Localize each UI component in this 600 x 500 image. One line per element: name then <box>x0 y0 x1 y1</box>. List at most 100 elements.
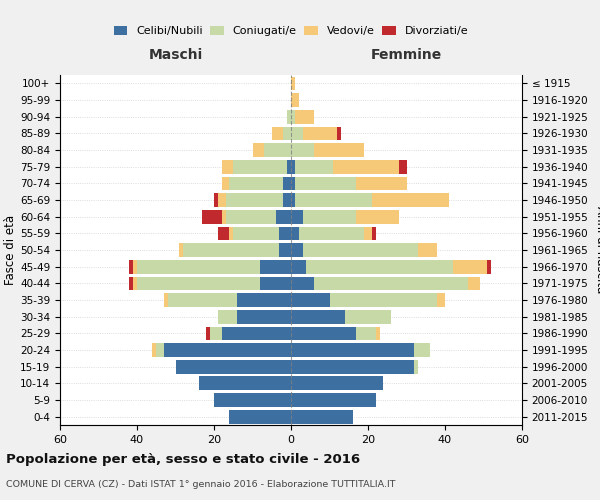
Bar <box>291 310 345 324</box>
Bar <box>291 410 353 424</box>
Bar <box>345 310 391 324</box>
Bar <box>130 276 133 290</box>
Bar <box>302 210 356 224</box>
Bar <box>399 160 407 173</box>
Bar <box>152 343 156 357</box>
Bar <box>291 110 295 124</box>
Bar <box>295 110 314 124</box>
Bar <box>210 326 222 340</box>
Bar <box>287 110 291 124</box>
Bar <box>287 160 291 173</box>
Bar <box>291 126 302 140</box>
Bar <box>280 243 291 257</box>
Bar <box>283 126 291 140</box>
Bar <box>229 176 283 190</box>
Bar <box>356 326 376 340</box>
Bar <box>291 260 307 274</box>
Bar <box>372 226 376 240</box>
Bar <box>176 360 291 374</box>
Bar <box>283 176 291 190</box>
Bar <box>164 343 291 357</box>
Bar <box>372 193 449 207</box>
Bar <box>233 226 280 240</box>
Bar <box>229 410 291 424</box>
Bar <box>275 210 291 224</box>
Bar <box>291 343 414 357</box>
Bar <box>453 260 487 274</box>
Bar <box>414 360 418 374</box>
Bar <box>137 260 260 274</box>
Bar <box>291 226 299 240</box>
Bar <box>237 293 291 307</box>
Bar <box>314 143 364 157</box>
Bar <box>226 210 275 224</box>
Bar <box>222 326 291 340</box>
Bar <box>291 376 383 390</box>
Bar <box>272 126 283 140</box>
Bar <box>291 76 295 90</box>
Legend: Celibi/Nubili, Coniugati/e, Vedovi/e, Divorziati/e: Celibi/Nubili, Coniugati/e, Vedovi/e, Di… <box>109 21 473 40</box>
Bar <box>237 310 291 324</box>
Bar <box>133 260 137 274</box>
Bar <box>164 293 168 307</box>
Bar <box>418 243 437 257</box>
Bar <box>291 176 295 190</box>
Bar <box>299 226 364 240</box>
Bar <box>291 160 295 173</box>
Bar <box>183 243 280 257</box>
Bar <box>264 143 291 157</box>
Bar <box>133 276 137 290</box>
Text: COMUNE DI CERVA (CZ) - Dati ISTAT 1° gennaio 2016 - Elaborazione TUTTITALIA.IT: COMUNE DI CERVA (CZ) - Dati ISTAT 1° gen… <box>6 480 395 489</box>
Bar <box>291 293 329 307</box>
Bar <box>291 360 414 374</box>
Bar <box>414 343 430 357</box>
Bar <box>202 210 222 224</box>
Bar <box>168 293 237 307</box>
Bar <box>226 193 283 207</box>
Bar <box>137 276 260 290</box>
Bar <box>260 276 291 290</box>
Bar <box>437 293 445 307</box>
Bar <box>206 326 210 340</box>
Text: Maschi: Maschi <box>148 48 203 62</box>
Bar <box>291 326 356 340</box>
Bar <box>291 210 302 224</box>
Bar <box>356 176 407 190</box>
Bar <box>218 193 226 207</box>
Bar <box>222 210 226 224</box>
Y-axis label: Fasce di età: Fasce di età <box>4 215 17 285</box>
Bar <box>295 193 372 207</box>
Bar <box>291 193 295 207</box>
Bar <box>302 243 418 257</box>
Text: Femmine: Femmine <box>371 48 442 62</box>
Bar <box>295 176 356 190</box>
Bar <box>130 260 133 274</box>
Bar <box>156 343 164 357</box>
Bar <box>334 160 399 173</box>
Bar <box>356 210 399 224</box>
Bar <box>280 226 291 240</box>
Bar <box>291 143 314 157</box>
Bar <box>337 126 341 140</box>
Bar <box>295 160 334 173</box>
Text: Popolazione per età, sesso e stato civile - 2016: Popolazione per età, sesso e stato civil… <box>6 452 360 466</box>
Bar <box>487 260 491 274</box>
Bar <box>302 126 337 140</box>
Bar <box>218 310 237 324</box>
Bar <box>260 260 291 274</box>
Bar <box>233 160 287 173</box>
Bar <box>229 226 233 240</box>
Bar <box>291 93 299 107</box>
Bar <box>291 393 376 407</box>
Bar <box>468 276 479 290</box>
Bar <box>376 326 380 340</box>
Bar <box>283 193 291 207</box>
Bar <box>222 160 233 173</box>
Bar <box>253 143 264 157</box>
Bar <box>314 276 468 290</box>
Bar <box>222 176 229 190</box>
Bar <box>214 193 218 207</box>
Y-axis label: Anni di nascita: Anni di nascita <box>594 206 600 294</box>
Bar <box>291 276 314 290</box>
Bar <box>199 376 291 390</box>
